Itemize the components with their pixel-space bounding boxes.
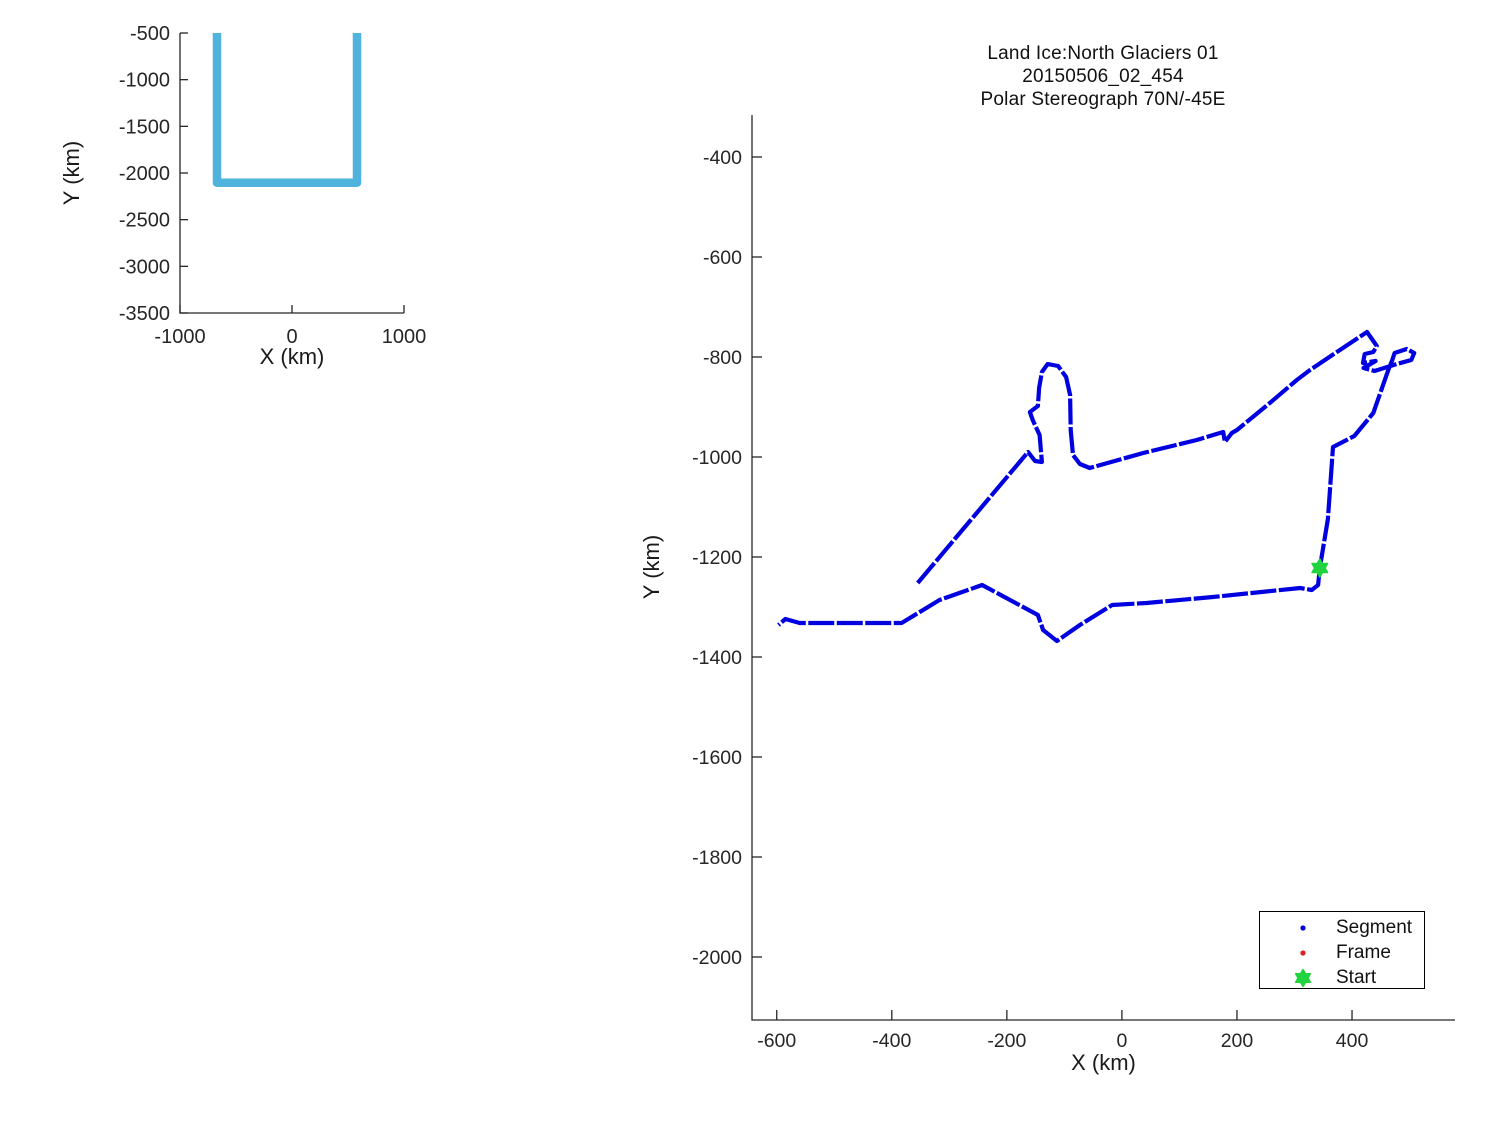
main-series-segment	[777, 329, 1417, 644]
main-xaxis-label: X (km)	[1071, 1050, 1136, 1075]
segment-dot-icon	[1292, 917, 1314, 939]
main-y-tick-label: -1800	[692, 847, 742, 869]
legend-label-segment: Segment	[1336, 916, 1413, 938]
legend-entry-segment: Segment	[1260, 915, 1424, 940]
legend-entry-frame: Frame	[1260, 940, 1424, 965]
overview-y-tick-label: -3500	[119, 303, 170, 325]
overview-series-coverage-outline	[212, 33, 362, 188]
overview-x-tick-label: 0	[286, 326, 297, 348]
main-x-tick-label: -400	[872, 1030, 911, 1052]
main-x-tick-label: -200	[987, 1030, 1026, 1052]
dot-glyph	[1300, 949, 1306, 956]
main-y-tick-label: -2000	[692, 947, 742, 969]
hexagram-shape	[1294, 968, 1312, 987]
dot-glyph	[1300, 924, 1306, 931]
overview-y-tick-label: -1500	[119, 116, 170, 138]
overview-y-tick-label: -2500	[119, 210, 170, 232]
start-marker	[1311, 558, 1329, 578]
title-line-3: Polar Stereograph 70N/-45E	[980, 89, 1226, 110]
main-y-tick-label: -800	[703, 347, 742, 369]
title-line-1: Land Ice:North Glaciers 01	[987, 43, 1219, 64]
legend: Segment Frame Start	[1259, 911, 1425, 989]
main-y-tick-label: -1200	[692, 547, 742, 569]
legend-entry-start: Start	[1260, 965, 1424, 990]
main-x-tick-label: 400	[1336, 1030, 1369, 1052]
main-axis-spines	[751, 115, 1455, 1021]
main-x-tick-label: -600	[757, 1030, 796, 1052]
legend-label-start: Start	[1336, 966, 1377, 988]
main-x-tick-label: 0	[1116, 1030, 1127, 1052]
dot-shape	[1300, 949, 1306, 956]
overview-x-tick-label: -1000	[154, 326, 205, 348]
start-hexagram-icon	[1292, 967, 1314, 989]
overview-x-tick-label: 1000	[382, 326, 427, 348]
overview-yaxis-label: Y (km)	[59, 140, 84, 206]
overview-y-tick-label: -1000	[119, 70, 170, 92]
overview-y-tick-label: -500	[130, 23, 170, 45]
main-y-tick-label: -1400	[692, 647, 742, 669]
overview-y-tick-label: -3000	[119, 256, 170, 278]
title-line-2: 20150506_02_454	[1022, 66, 1184, 87]
main-y-tick-label: -1000	[692, 447, 742, 469]
main-y-tick-label: -600	[703, 247, 742, 269]
dot-shape	[1300, 924, 1306, 931]
overview-y-tick-label: -2000	[119, 163, 170, 185]
hexagram-glyph	[1294, 968, 1312, 987]
main-y-tick-label: -400	[703, 147, 742, 169]
legend-label-frame: Frame	[1336, 941, 1391, 963]
main-yaxis-label: Y (km)	[639, 534, 664, 600]
main-plot-title: Land Ice:North Glaciers 01 20150506_02_4…	[753, 42, 1453, 111]
main-y-tick-label: -1600	[692, 747, 742, 769]
frame-dot-icon	[1292, 942, 1314, 964]
overview-xaxis-label: X (km)	[259, 344, 325, 369]
main-x-tick-label: 200	[1221, 1030, 1254, 1052]
